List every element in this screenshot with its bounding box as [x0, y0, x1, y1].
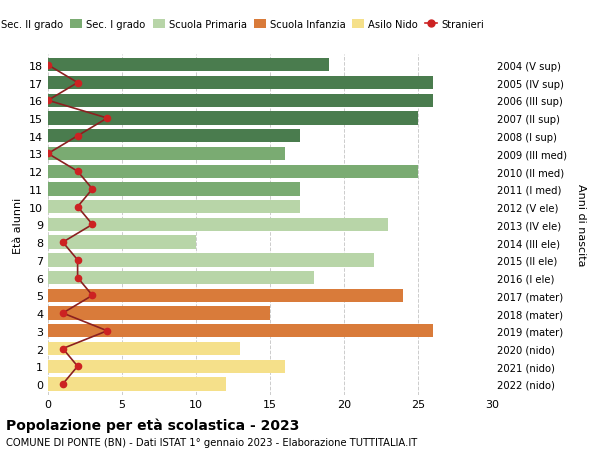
- Bar: [48, 77, 433, 90]
- Bar: [48, 360, 285, 373]
- Bar: [48, 165, 418, 179]
- Bar: [48, 236, 196, 249]
- Y-axis label: Età alunni: Età alunni: [13, 197, 23, 253]
- Bar: [48, 59, 329, 73]
- Bar: [48, 112, 418, 125]
- Bar: [48, 201, 299, 214]
- Bar: [48, 271, 314, 285]
- Bar: [48, 289, 403, 302]
- Text: COMUNE DI PONTE (BN) - Dati ISTAT 1° gennaio 2023 - Elaborazione TUTTITALIA.IT: COMUNE DI PONTE (BN) - Dati ISTAT 1° gen…: [6, 437, 417, 447]
- Text: Popolazione per età scolastica - 2023: Popolazione per età scolastica - 2023: [6, 418, 299, 432]
- Bar: [48, 325, 433, 338]
- Legend: Sec. II grado, Sec. I grado, Scuola Primaria, Scuola Infanzia, Asilo Nido, Stran: Sec. II grado, Sec. I grado, Scuola Prim…: [0, 16, 488, 34]
- Bar: [48, 183, 299, 196]
- Bar: [48, 95, 433, 108]
- Bar: [48, 254, 374, 267]
- Bar: [48, 130, 299, 143]
- Bar: [48, 307, 270, 320]
- Bar: [48, 377, 226, 391]
- Bar: [48, 218, 388, 231]
- Bar: [48, 342, 241, 355]
- Bar: [48, 147, 285, 161]
- Y-axis label: Anni di nascita: Anni di nascita: [577, 184, 586, 266]
